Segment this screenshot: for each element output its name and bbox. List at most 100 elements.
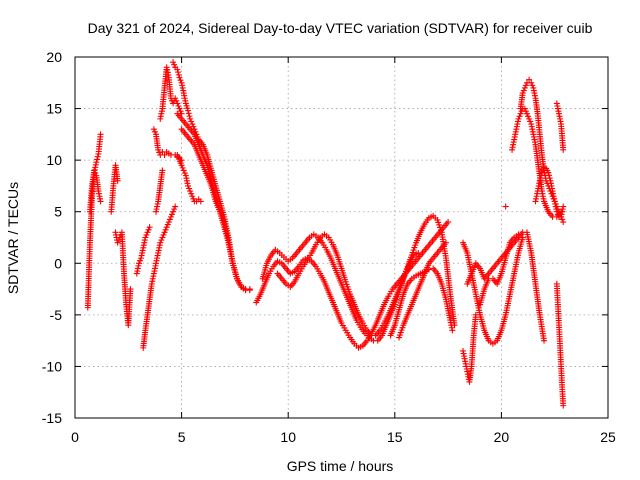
data-point — [541, 337, 548, 344]
series-arc-04 — [112, 229, 134, 329]
data-point — [175, 102, 182, 109]
series-arc-07 — [153, 167, 166, 215]
data-point — [545, 169, 552, 176]
x-tick-label: 5 — [178, 429, 186, 445]
data-point — [170, 208, 177, 215]
series-arc-18 — [396, 239, 449, 341]
series-arc-22 — [477, 231, 522, 308]
data-point — [171, 206, 178, 213]
series-arc-11 — [174, 110, 249, 293]
data-point — [92, 170, 99, 177]
series-arc-02 — [86, 167, 104, 215]
data-point — [159, 234, 166, 241]
data-point — [517, 110, 524, 117]
data-point — [522, 82, 529, 89]
y-tick-label: 5 — [54, 204, 62, 220]
series-arc-28 — [553, 100, 567, 153]
data-point — [114, 239, 121, 246]
data-point — [189, 193, 196, 200]
y-tick-label: 15 — [46, 101, 62, 117]
data-point — [127, 286, 134, 293]
data-point — [181, 170, 188, 177]
series-arc-17 — [387, 265, 456, 339]
data-point — [150, 126, 157, 133]
data-point — [526, 76, 533, 83]
x-tick-label: 25 — [600, 429, 616, 445]
series-arc-26 — [532, 164, 567, 220]
data-point — [559, 216, 566, 223]
y-axis-label: SDTVAR / TECUs — [5, 182, 21, 294]
data-point — [560, 146, 567, 153]
data-point — [520, 87, 527, 94]
data-point — [142, 234, 149, 241]
data-point — [137, 257, 144, 264]
data-point — [187, 188, 194, 195]
data-point — [173, 97, 180, 104]
data-point — [560, 219, 567, 226]
data-point — [146, 224, 153, 231]
data-point — [115, 237, 122, 244]
y-tick-label: 20 — [46, 49, 62, 65]
data-point — [93, 159, 100, 166]
data-point — [145, 226, 152, 233]
series-arc-25 — [517, 76, 567, 226]
data-point — [538, 172, 545, 179]
data-point — [157, 239, 164, 246]
data-point — [144, 229, 151, 236]
data-point — [160, 231, 167, 238]
data-point — [164, 221, 171, 228]
data-point — [172, 95, 179, 102]
data-point — [170, 59, 177, 66]
data-point — [91, 167, 98, 174]
grid — [75, 57, 608, 418]
data-point — [184, 107, 191, 114]
data-point — [197, 198, 204, 205]
data-point — [174, 66, 181, 73]
data-point — [177, 77, 184, 84]
data-point — [527, 118, 534, 125]
series-arc-19 — [460, 311, 479, 385]
data-point — [167, 213, 174, 220]
y-tick-labels: -15 -10 -5 0 5 10 15 20 — [42, 49, 62, 426]
data-point — [529, 82, 536, 89]
series-arc-15 — [259, 212, 458, 344]
data-point — [186, 185, 193, 192]
series-arc-03 — [108, 162, 121, 215]
data-point — [180, 167, 187, 174]
data-point — [184, 182, 191, 189]
data-point — [186, 113, 193, 120]
data-point — [526, 115, 533, 122]
data-point — [169, 211, 176, 218]
data-point — [177, 108, 184, 115]
data-point — [523, 110, 530, 117]
data-point — [97, 131, 104, 138]
series-arc-09 — [157, 64, 185, 122]
series-arc-13 — [174, 151, 204, 205]
x-tick-label: 10 — [280, 429, 296, 445]
data-point — [515, 115, 522, 122]
y-tick-label: -15 — [42, 410, 62, 426]
data-point — [188, 118, 195, 125]
data-point — [171, 61, 178, 68]
data-point — [522, 108, 529, 115]
data-point — [175, 69, 182, 76]
series-arc-27 — [553, 280, 567, 409]
y-tick-label: -10 — [42, 358, 62, 374]
data-point — [166, 216, 173, 223]
data-point — [190, 123, 197, 130]
data-point — [560, 203, 567, 210]
data-point — [161, 229, 168, 236]
data-point — [246, 287, 253, 294]
x-tick-labels: 0 5 10 15 20 25 — [71, 429, 616, 445]
data-point — [546, 172, 553, 179]
series-arc-23 — [502, 203, 509, 210]
series-arc-20 — [460, 234, 526, 347]
series-arc-06 — [140, 203, 179, 351]
data-point — [179, 164, 186, 171]
data-point — [163, 224, 170, 231]
series-arc-14 — [253, 219, 452, 351]
data-point — [187, 115, 194, 122]
data-point — [176, 105, 183, 112]
data-point — [553, 208, 560, 215]
data-point — [174, 100, 181, 107]
